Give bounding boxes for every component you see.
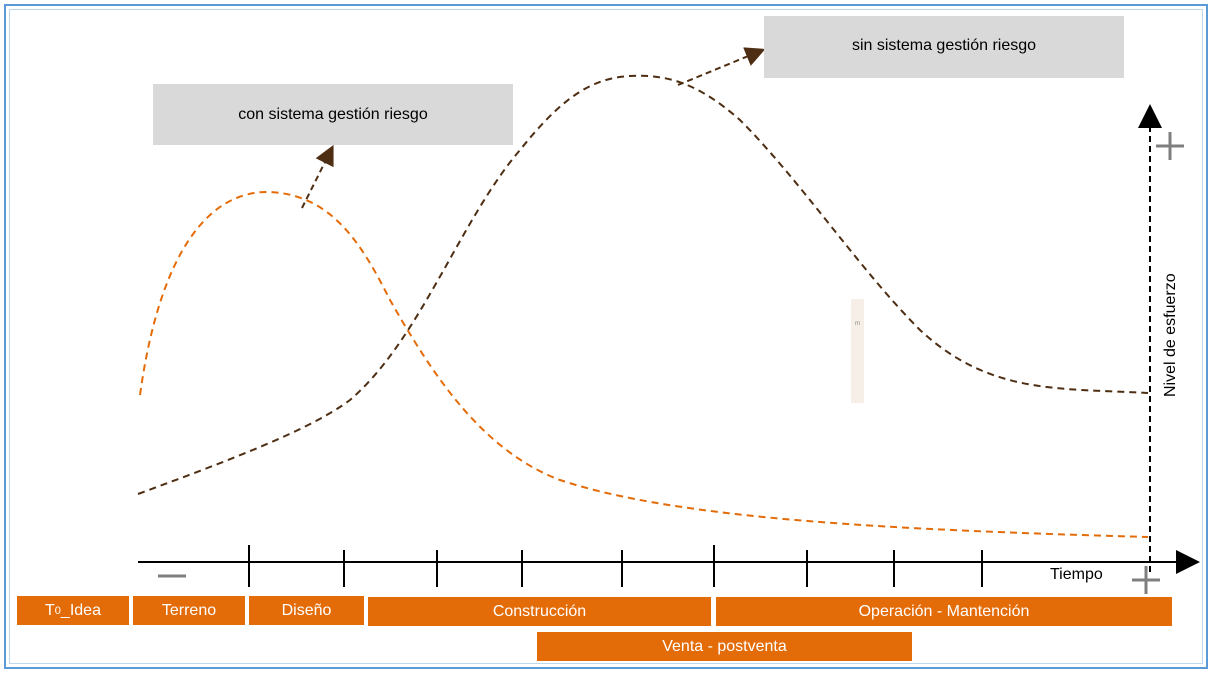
x-axis-ticks bbox=[248, 545, 983, 587]
phase-terreno-label: Terreno bbox=[161, 601, 217, 619]
callout-with-risk-system: con sistema gestión riesgo bbox=[153, 84, 513, 145]
phase-t0-rest: _Idea bbox=[60, 601, 101, 619]
phase-terreno: Terreno bbox=[133, 596, 245, 625]
phase-construccion-label: Construcción bbox=[492, 602, 587, 620]
phase-operacion: Operación - Mantención bbox=[716, 597, 1172, 626]
arrow-to-with-callout bbox=[301, 144, 334, 209]
x-axis-label: Tiempo bbox=[1050, 566, 1103, 583]
curve-with-risk-system bbox=[139, 190, 1149, 538]
callout-with-text: con sistema gestión riesgo bbox=[238, 105, 428, 123]
callout-without-risk-system: sin sistema gestión riesgo bbox=[764, 16, 1124, 78]
phase-construccion: Construcción bbox=[368, 597, 711, 626]
phase-venta-label: Venta - postventa bbox=[662, 637, 787, 655]
curve-without-risk-system bbox=[137, 74, 1149, 495]
phase-t0-sub: 0 bbox=[54, 604, 61, 617]
phase-t0-idea: T 0 _Idea bbox=[17, 596, 129, 625]
diagram-frame-inner bbox=[9, 9, 1203, 664]
arrow-to-without-callout bbox=[677, 47, 766, 86]
phase-venta: Venta - postventa bbox=[537, 632, 912, 661]
phase-t0-main: T bbox=[45, 601, 55, 619]
axis-plus-minus-marks bbox=[158, 132, 1184, 594]
callout-without-text: sin sistema gestión riesgo bbox=[851, 37, 1037, 54]
phase-diseno: Diseño bbox=[249, 596, 364, 625]
phase-diseno-label: Diseño bbox=[281, 601, 332, 619]
small-note: m bbox=[851, 299, 864, 403]
phase-operacion-label: Operación - Mantención bbox=[858, 602, 1030, 620]
small-note-text: m bbox=[855, 321, 860, 327]
y-axis-label: Nivel de esfuerzo bbox=[1162, 273, 1179, 397]
